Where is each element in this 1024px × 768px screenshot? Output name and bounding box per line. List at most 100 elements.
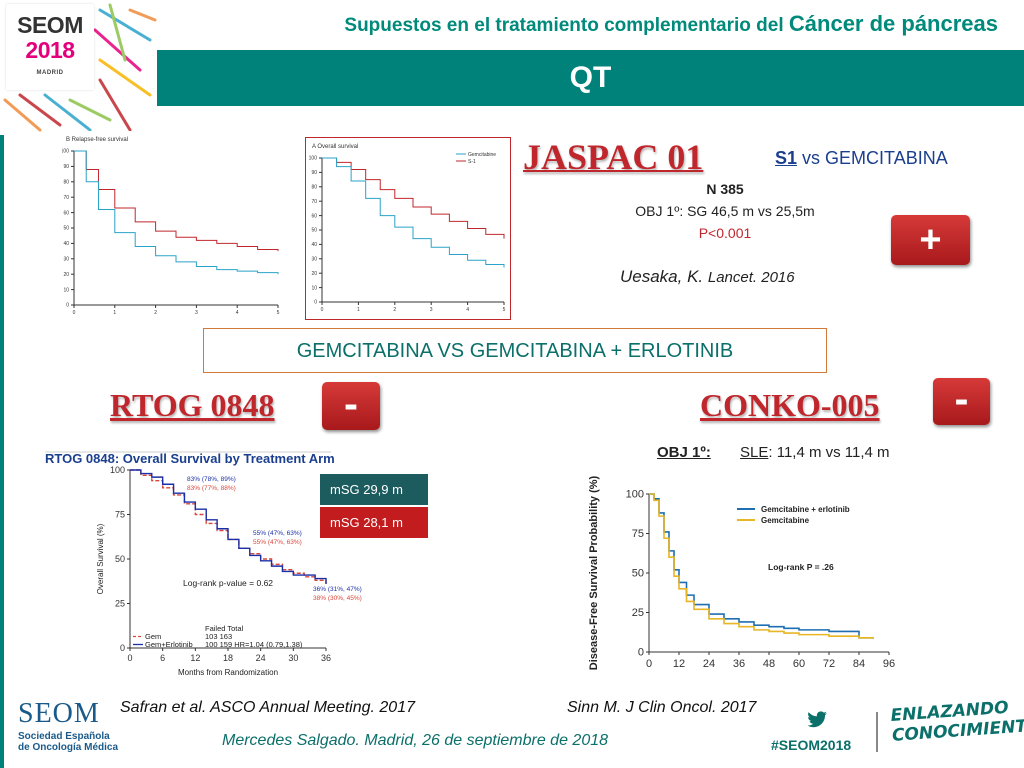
y-tick-label: 30 [63,256,69,262]
series-line-s1 [74,150,279,252]
event-hashtag: #SEOM2018 [771,737,852,753]
survival-annotation: 38% (30%, 45%) [313,595,362,602]
x-tick-label: 18 [223,653,233,663]
y-tick-label: 90 [311,170,317,176]
jaspac-pvalue: P<0.001 [698,225,752,241]
left-accent-rule [0,135,4,768]
x-tick-label: 6 [160,653,165,663]
survival-annotation: 55% (47%, 63%) [253,530,302,537]
y-tick-label: 30 [311,256,317,262]
jaspac-objective: OBJ 1º: SG 46,5 m vs 25,5m [635,203,815,219]
comparison-banner: GEMCITABINA VS GEMCITABINA + ERLOTINIB [203,328,827,373]
conko-citation: Sinn M. J Clin Oncol. 2017 [567,699,757,716]
jaspac-os-chart: A Overall survival0102030405060708090100… [309,144,506,313]
jaspac-info: N 385 OBJ 1º: SG 46,5 m vs 25,5m P<0.001 [600,178,850,244]
x-tick-label: 36 [321,653,331,663]
seom-footer-word: SEOM [18,698,100,729]
seom-2018-logo: SEOM 2018 MADRID [6,4,94,90]
y-tick-label: 20 [63,272,69,278]
x-tick-label: 12 [673,658,685,670]
rtog-verdict-minus: - [322,382,380,430]
jaspac-citation: Uesaka, K. Lancet. 2016 [620,267,795,287]
x-tick-label: 0 [127,653,132,663]
series-line-gemcitabine [322,157,505,268]
y-tick-label: 80 [63,179,69,185]
y-tick-label: 50 [115,554,125,564]
y-tick-label: 0 [120,643,125,653]
rtog-citation: Safran et al. ASCO Annual Meeting. 2017 [120,699,415,716]
conko-sle-label: SLE [740,444,769,461]
slide-title: Supuestos en el tratamiento complementar… [200,8,998,40]
logo-city-text: MADRID [36,70,64,76]
conko-sle-value: : 11,4 m vs 11,4 m [768,444,890,461]
seom-footer-logo: SEOM Sociedad Española de Oncología Médi… [18,698,119,754]
jaspac-verdict-plus: + [891,215,970,265]
y-tick-label: 50 [63,226,69,232]
section-bar [157,50,1024,106]
log-rank-label: Log-rank p-value = 0.62 [183,578,273,588]
conko-objective: OBJ 1º: SLE: 11,4 m vs 11,4 m [657,444,890,462]
seom-footer-sub2: de Oncología Médica [18,742,119,753]
x-tick-label: 0 [321,307,324,313]
risk-row-label: Gem+Erlotinib [145,640,193,649]
jaspac-citation-author: Uesaka, K. [620,267,708,286]
decorative-lines [3,3,157,132]
x-tick-label: 12 [190,653,200,663]
x-tick-label: 24 [703,658,715,670]
slide-title-part2: Cáncer de páncreas [788,11,998,36]
x-tick-label: 5 [503,307,506,313]
rtog-sg-gem-erlotinib: mSG 29,9 m [320,474,428,505]
x-tick-label: 4 [466,307,469,313]
risk-row-label: Gem [145,632,161,641]
x-tick-label: 84 [853,658,865,670]
x-axis-label: Months from Randomization [178,668,278,677]
x-tick-label: 3 [195,310,198,316]
rtog-sg-gem: mSG 28,1 m [320,507,428,538]
y-tick-label: 60 [63,210,69,216]
x-tick-label: 5 [277,310,280,316]
risk-row-values: 100 159 HR=1.04 (0.79,1.38) [205,640,303,649]
rtog-os-chart: RTOG 0848: Overall Survival by Treatment… [45,451,362,677]
conko-title: CONKO-005 [700,387,880,423]
x-tick-label: 30 [288,653,298,663]
legend-label: Gemcitabine [468,152,496,158]
jaspac-arm-s1: S1 [775,148,798,168]
y-tick-label: 75 [632,528,644,540]
footer-divider [876,712,878,752]
x-tick-label: 24 [256,653,266,663]
jaspac-rfs-figure: B Relapse-free survival 0 10 20 30 40 50 60 70 80… [61,131,284,319]
y-tick-label: 25 [632,607,644,619]
series-line-gemcitabine [74,150,279,275]
y-axis-label: Overall Survival (%) [96,523,105,594]
twitter-icon[interactable] [806,711,828,729]
author-line: Mercedes Salgado. Madrid, 26 de septiemb… [222,732,609,749]
x-tick-label: 2 [393,307,396,313]
jaspac-n: N 385 [706,181,744,197]
series-line-s-1 [322,157,505,239]
y-tick-label: 80 [311,184,317,190]
logo-seom-text: SEOM [17,12,83,38]
x-tick-label: 3 [430,307,433,313]
x-tick-label: 0 [646,658,652,670]
y-tick-label: 100 [62,149,69,155]
x-axis-label: Time (months) [731,671,807,672]
y-tick-label: 75 [115,510,125,520]
slide-title-part1: Supuestos en el tratamiento complementar… [344,15,789,36]
log-rank-label: Log-rank P = .26 [768,562,834,572]
y-tick-label: 40 [311,242,317,248]
jaspac-citation-journal: Lancet. 2016 [707,269,795,286]
survival-annotation: 83% (78%, 89%) [187,476,236,483]
risk-row-values: 103 163 [205,632,232,641]
y-tick-label: 10 [63,287,69,293]
chart-title: RTOG 0848: Overall Survival by Treatment… [45,451,335,466]
survival-annotation: 83% (77%, 88%) [187,485,236,492]
event-tagline: ENLAZANDO CONOCIMIENTO [890,696,1024,746]
logo-decoration [0,0,160,135]
x-tick-label: 72 [823,658,835,670]
survival-annotation: 36% (31%, 47%) [313,586,362,593]
y-tick-label: 50 [311,228,317,234]
series-line-gemcitabine [649,493,874,639]
twitter-icon-glyph [807,711,827,728]
y-tick-label: 100 [309,156,318,162]
y-tick-label: 100 [110,465,125,475]
